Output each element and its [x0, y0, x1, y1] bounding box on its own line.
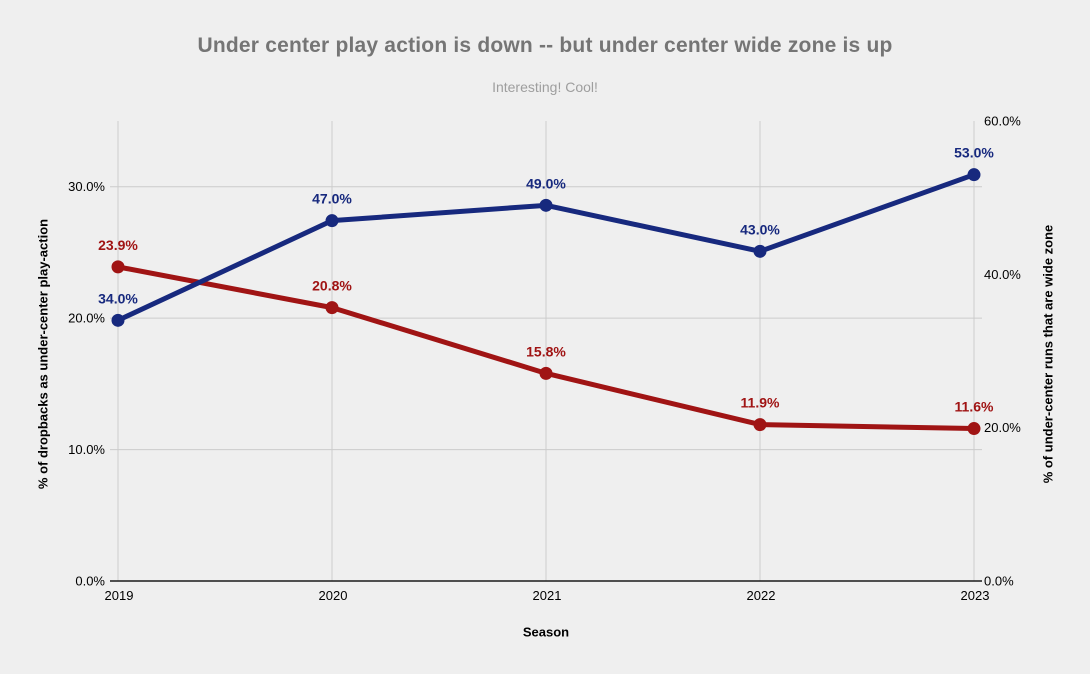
x-axis-title: Season	[522, 624, 570, 640]
wide-zone-data-point	[111, 313, 125, 327]
play-action-data-point	[111, 260, 125, 274]
play-action-data-label: 23.9%	[98, 237, 138, 253]
wide-zone-data-point	[325, 214, 339, 228]
x-axis-tick-label: 2020	[319, 588, 348, 603]
wide-zone-data-label: 49.0%	[526, 175, 566, 191]
right-axis-tick-label: 40.0%	[984, 267, 1021, 282]
right-axis-title: % of under-center runs that are wide zon…	[1040, 224, 1056, 484]
left-axis-tick-label: 0.0%	[75, 574, 105, 589]
play-action-data-point	[539, 366, 553, 380]
x-axis-tick-label: 2021	[533, 588, 562, 603]
wide-zone-data-label: 47.0%	[312, 191, 352, 207]
play-action-data-label: 11.6%	[955, 399, 994, 415]
play-action-data-point	[967, 422, 981, 436]
play-action-data-label: 20.8%	[312, 278, 352, 294]
left-axis-title: % of dropbacks as under-center play-acti…	[35, 218, 51, 490]
wide-zone-data-label: 53.0%	[954, 145, 994, 161]
right-axis-tick-label: 20.0%	[984, 420, 1021, 435]
chart-title: Under center play action is down -- but …	[197, 34, 893, 57]
wide-zone-data-label: 43.0%	[740, 221, 780, 237]
play-action-data-point	[325, 301, 339, 315]
left-axis-tick-label: 30.0%	[68, 179, 105, 194]
wide-zone-data-label: 34.0%	[98, 290, 138, 306]
chart-subtitle: Interesting! Cool!	[492, 79, 598, 95]
play-action-data-label: 15.8%	[526, 343, 566, 359]
x-axis-tick-label: 2019	[105, 588, 134, 603]
wide-zone-data-point	[539, 198, 553, 212]
left-axis-tick-label: 10.0%	[68, 442, 105, 457]
left-axis-tick-label: 20.0%	[68, 311, 105, 326]
play-action-data-label: 11.9%	[741, 395, 780, 411]
x-axis-tick-label: 2023	[961, 588, 990, 603]
wide-zone-data-point	[753, 244, 767, 258]
x-axis-tick-label: 2022	[747, 588, 776, 603]
right-axis-tick-label: 0.0%	[984, 574, 1014, 589]
right-axis-tick-label: 60.0%	[984, 114, 1021, 129]
wide-zone-data-point	[967, 168, 981, 182]
play-action-data-point	[753, 418, 767, 432]
